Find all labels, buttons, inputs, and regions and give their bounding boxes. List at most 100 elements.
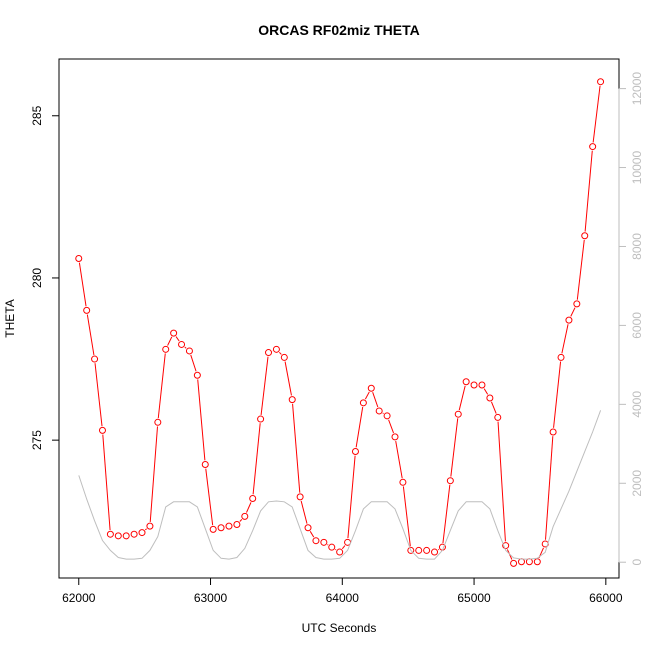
series-segment [239,519,243,522]
data-point [265,349,273,357]
axes-layer: 62000 63000 64000 65000 66000 275 280 285 0 2000 4… [30,72,644,605]
series-layer [75,78,605,567]
y-tick-label: 280 [30,268,44,288]
y-axis-title: THETA [3,299,17,337]
series-segment [260,356,269,415]
series-segment [483,388,489,395]
data-point [312,537,320,545]
series-segment [184,346,187,349]
data-point [280,353,288,361]
series-segment [278,351,282,355]
data-point [478,381,486,389]
series-segment [490,401,497,414]
series-segment [300,500,308,524]
y2-tick-label: 4000 [630,391,644,418]
series-segment [292,403,301,493]
data-point [304,524,312,532]
series-segment [561,324,569,354]
data-point [91,355,99,363]
series-segment [94,363,103,427]
series-segment [197,379,206,461]
series-segment [284,361,292,396]
x-tick-label: 64000 [326,591,360,605]
data-point [462,378,470,386]
data-point [146,522,154,530]
series-segment [553,361,562,428]
series-segment [309,531,315,538]
data-point [336,548,344,556]
data-point [517,558,525,566]
data-point [233,520,241,528]
x-tick-label: 63000 [194,591,228,605]
series-segment [149,426,159,522]
x-axis-title: UTC Seconds [302,621,377,635]
data-point [446,477,454,485]
data-point [130,530,138,538]
data-point [470,381,478,389]
series-segment [388,419,394,434]
y-tick-label: 275 [30,430,44,450]
data-point [533,558,541,566]
data-point [399,478,407,486]
data-point [249,495,257,503]
series-segment [545,436,554,540]
series-segment [442,484,451,544]
data-point [288,396,296,404]
data-point [114,532,122,540]
series-segment [167,336,173,346]
data-point [431,548,439,556]
data-point [581,232,589,240]
data-point [162,345,170,353]
y2-tick-label: 12000 [630,72,644,106]
data-point [423,546,431,554]
data-point [201,460,209,468]
series-segment [86,314,95,355]
series-segment [372,392,379,408]
series-segment [458,385,466,411]
data-point [549,428,557,436]
x-tick-label: 66000 [589,591,623,605]
data-point [510,559,518,567]
series-segment [497,421,506,542]
data-point [106,530,114,538]
series-line [78,410,602,560]
series-segment [355,406,364,448]
y2-tick-label: 0 [630,559,644,566]
series-segment [584,150,593,232]
data-point [170,329,178,337]
series-segment [450,418,459,477]
series-segment [364,391,370,400]
series-segment [78,262,87,307]
data-point [383,412,391,420]
x-tick-label: 65000 [457,591,491,605]
series-segment [252,423,261,495]
data-point [597,78,605,86]
chart-title: ORCAS RF02miz THETA [258,22,420,38]
data-point [502,542,510,550]
series-segment [190,354,197,372]
data-point [351,447,359,455]
series-segment [347,455,356,539]
series-segment [205,468,214,526]
data-point [557,353,565,361]
data-point [257,415,265,423]
data-point [573,300,581,308]
y2-tick-label: 2000 [630,470,644,497]
series-segment [175,336,180,342]
data-point [525,558,533,566]
data-point [565,316,573,324]
data-point [217,524,225,532]
data-point [375,407,383,415]
series-theta [75,78,605,567]
series-altitude [78,410,602,560]
data-point [193,371,201,379]
data-point [359,399,367,407]
series-segment [395,440,403,479]
series-segment [246,502,252,513]
data-point [367,384,375,392]
y2-tick-label: 10000 [630,151,644,185]
data-point [241,512,249,520]
data-point [296,493,304,501]
data-point [154,418,162,426]
